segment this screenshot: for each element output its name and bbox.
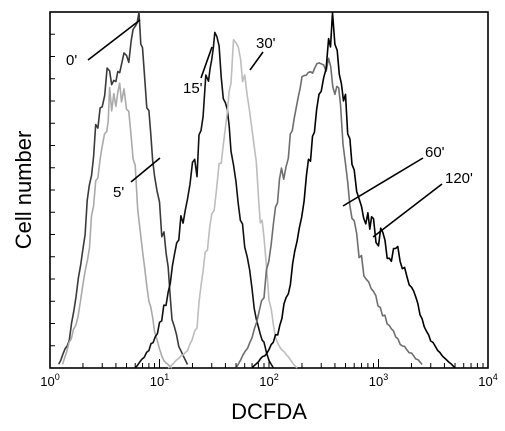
curve-60min <box>235 57 423 369</box>
x-tick-label: 101 <box>150 372 169 389</box>
y-axis-ticks <box>50 11 55 369</box>
curve-label: 0' <box>66 52 77 69</box>
curve-30min <box>167 38 298 369</box>
curve-label: 30' <box>256 35 276 52</box>
x-axis-ticks: 100 101 102 103 104 <box>40 359 498 389</box>
leader-line <box>87 19 141 61</box>
x-tick-label: 104 <box>478 372 497 389</box>
curve-label: 60' <box>425 144 445 161</box>
curve-label-leaders <box>87 19 443 238</box>
histogram-curves <box>57 11 456 369</box>
curve-labels: 0' 5' 15' 30' 60'120' <box>66 35 473 201</box>
x-axis-title: DCFDA <box>231 399 307 424</box>
leader-line <box>249 51 264 71</box>
curve-label: 120' <box>445 170 473 187</box>
curve-120min <box>251 11 456 369</box>
curve-label: 15' <box>183 80 203 97</box>
x-tick-label: 100 <box>40 372 59 389</box>
leader-line <box>200 46 213 79</box>
curve-5min <box>61 82 173 369</box>
curve-15min <box>134 31 275 369</box>
leader-line <box>372 183 443 238</box>
curve-label: 5' <box>113 184 124 201</box>
curve-0min <box>57 11 189 365</box>
leader-line <box>342 157 424 207</box>
leader-line <box>130 157 161 183</box>
x-tick-label: 103 <box>369 372 388 389</box>
x-tick-label: 102 <box>259 372 278 389</box>
y-axis-title: Cell number <box>11 131 36 250</box>
